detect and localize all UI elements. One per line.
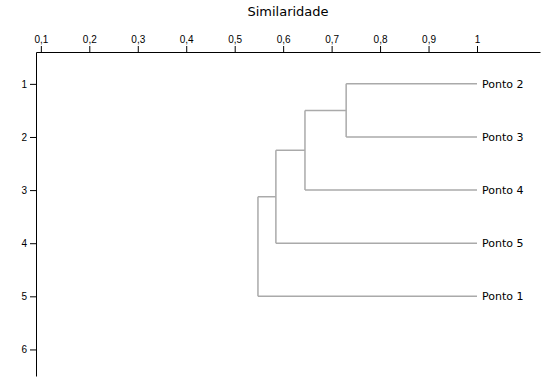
x-tick: 0,7 [325,34,339,52]
cluster-branch [305,110,346,112]
merge-link [257,197,259,297]
leaf-branch [276,242,477,244]
x-tick-mark [186,46,187,52]
x-tick-mark [89,46,90,52]
x-tick-mark [332,46,333,52]
y-tick-mark [30,243,36,244]
leaf-labels: Ponto 2 Ponto 3 Ponto 4 Ponto 5 Ponto 1 [482,78,523,303]
y-tick-label: 3 [21,185,27,196]
y-tick-mark [30,137,36,138]
x-tick-label: 0,2 [83,34,97,45]
leaf-branch [346,83,477,85]
x-tick-label: 1 [475,34,481,45]
x-tick: 0,9 [422,34,436,52]
x-tick-label: 0,3 [131,34,145,45]
leaf-label: Ponto 2 [482,78,523,91]
y-tick-label: 5 [21,291,27,302]
x-tick: 0,1 [34,34,48,52]
y-axis: 1 2 3 4 5 6 [21,53,36,377]
cluster-branch [258,196,276,198]
x-tick-label: 0,4 [180,34,194,45]
leaf-label: Ponto 1 [482,290,523,303]
x-tick-label: 0,9 [422,34,436,45]
x-tick: 1 [475,34,481,52]
x-tick-label: 0,7 [325,34,339,45]
y-tick: 6 [21,344,36,355]
x-tick-mark [380,46,381,52]
y-tick: 4 [21,238,36,249]
dendrogram [258,84,477,296]
x-tick-label: 0,5 [228,34,242,45]
x-axis: 0,1 0,2 0,3 0,4 0,5 0,6 0,7 0,8 0,9 1 [34,34,540,53]
y-tick-mark [30,296,36,297]
x-tick: 0,5 [228,34,242,52]
y-tick-mark [30,190,36,191]
y-tick: 3 [21,185,36,196]
x-tick-mark [235,46,236,52]
y-tick-mark [30,349,36,350]
x-axis-title: Similaridade [247,4,328,19]
y-axis-line [36,53,37,377]
x-tick: 0,2 [83,34,97,52]
x-tick: 0,3 [131,34,145,52]
y-tick-label: 6 [21,344,27,355]
x-tick-mark [138,46,139,52]
y-tick-label: 4 [21,238,27,249]
x-axis-line [37,52,541,53]
x-tick: 0,6 [277,34,291,52]
x-tick: 0,4 [180,34,194,52]
leaf-branch [346,136,477,138]
x-tick-mark [283,46,284,52]
leaf-label: Ponto 5 [482,237,523,250]
x-tick-mark [429,46,430,52]
y-tick: 5 [21,291,36,302]
y-tick: 2 [21,132,36,143]
leaf-branch [305,189,477,191]
y-tick-label: 2 [21,132,27,143]
cluster-branch [276,150,305,152]
leaf-branch [258,296,477,298]
y-tick: 1 [21,79,36,90]
plot: 0,1 0,2 0,3 0,4 0,5 0,6 0,7 0,8 0,9 1 1 2 3 4 5 6 Ponto … [21,34,540,377]
x-tick-mark [41,46,42,52]
leaf-label: Ponto 4 [482,184,523,197]
x-tick-mark [477,46,478,52]
chart: 0,1 0,2 0,3 0,4 0,5 0,6 0,7 0,8 0,9 1 1 2 3 4 5 6 Ponto … [0,0,556,390]
x-tick-label: 0,1 [34,34,48,45]
y-tick-label: 1 [21,79,27,90]
leaf-label: Ponto 3 [482,131,523,144]
y-tick-mark [30,84,36,85]
x-tick: 0,8 [374,34,388,52]
x-tick-label: 0,8 [374,34,388,45]
x-tick-label: 0,6 [277,34,291,45]
